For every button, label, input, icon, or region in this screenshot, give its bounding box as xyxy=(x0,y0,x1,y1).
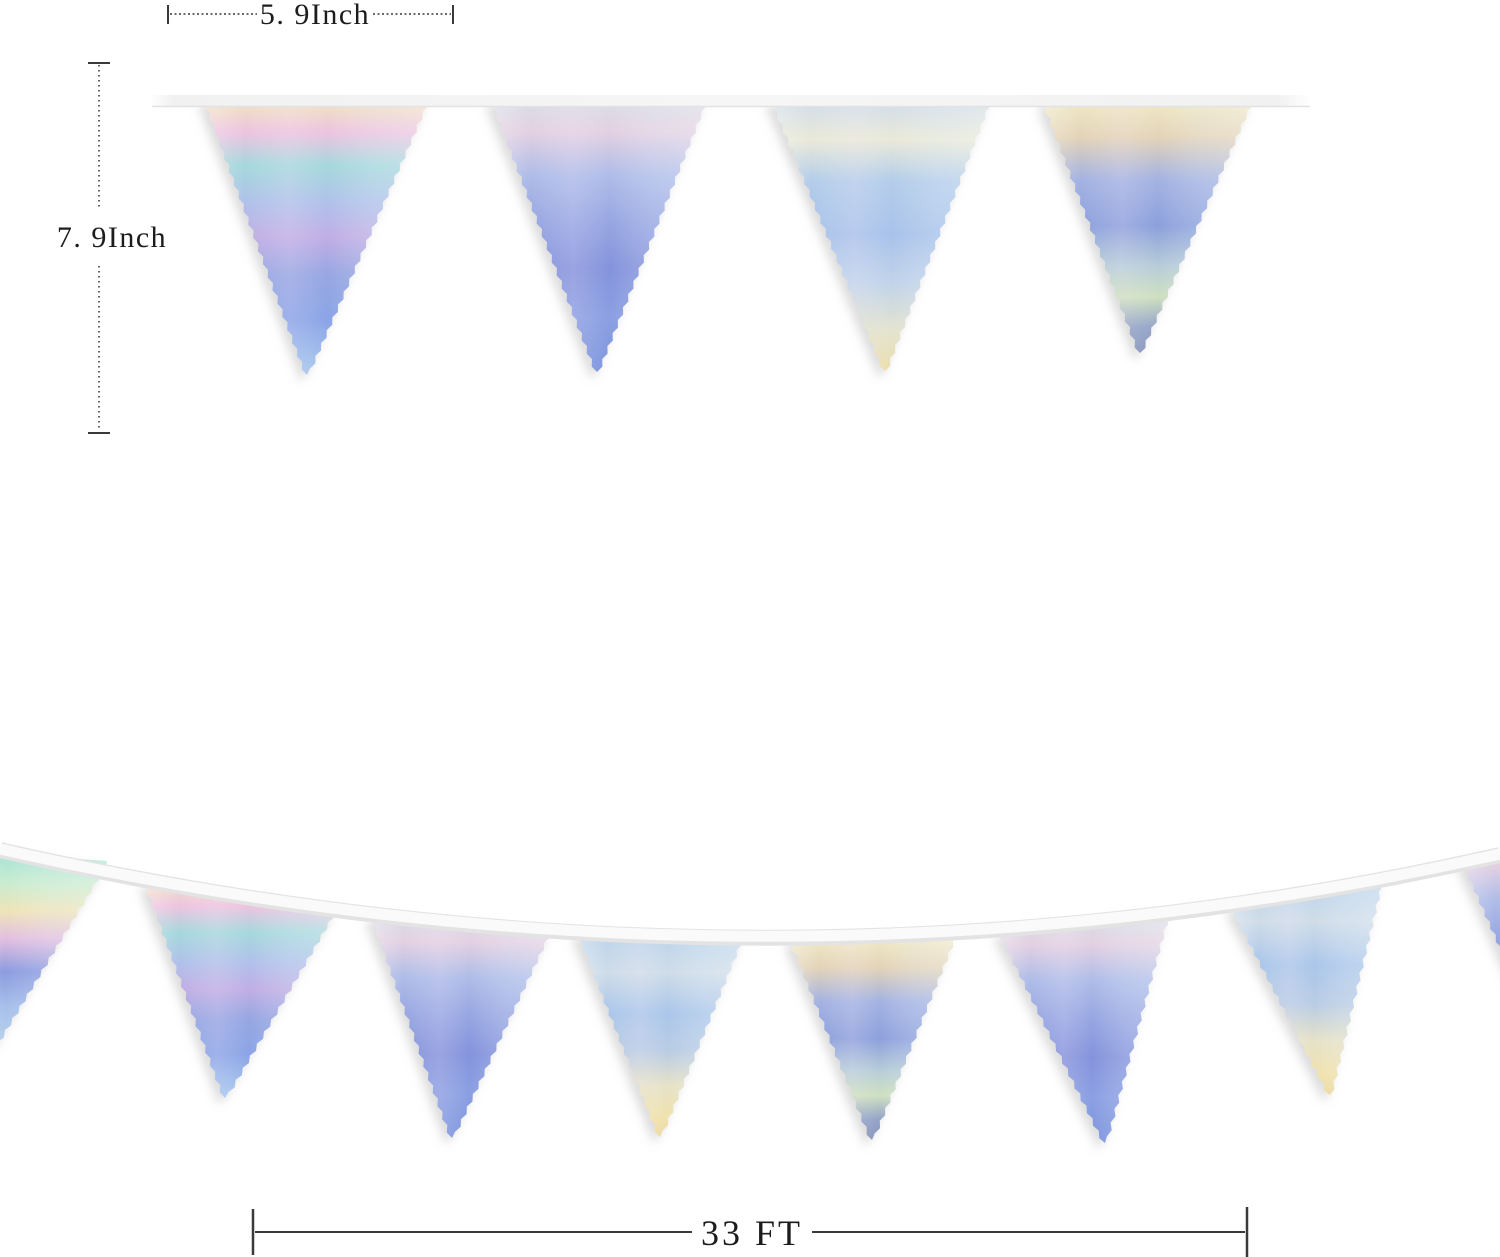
bottom-ribbon xyxy=(0,842,1500,946)
width-dimension-label: 5. 9Inch xyxy=(260,0,370,31)
top-ribbon xyxy=(150,95,1312,108)
bottom-garland-flags xyxy=(0,853,1500,1143)
pennant-flag-sheen xyxy=(371,915,550,1138)
top-garland-flags xyxy=(204,99,1252,375)
bottom-ribbon-band xyxy=(0,843,1500,942)
length-dimension-label: 33 FT xyxy=(701,1213,803,1253)
pennant-flag-sheen xyxy=(771,99,991,371)
top-ribbon-band xyxy=(150,95,1312,106)
pennant-flag-sheen xyxy=(1000,917,1168,1143)
pennant-flag-sheen xyxy=(1231,878,1384,1095)
pennant-flag-sheen xyxy=(145,880,335,1098)
pennant-flag-sheen xyxy=(204,99,428,375)
pennant-flag-sheen xyxy=(1043,99,1252,353)
pennant-flag-sheen xyxy=(577,931,743,1137)
pennant-flag-sheen xyxy=(1462,854,1500,946)
width-dimension: 5. 9Inch xyxy=(167,0,454,31)
length-dimension: 33 FT xyxy=(251,1207,1249,1257)
pennant-flag-sheen xyxy=(790,937,954,1140)
height-dimension-label: 7. 9Inch xyxy=(57,221,167,254)
height-dimension: 7. 9Inch xyxy=(57,62,167,434)
pennant-flag-sheen xyxy=(0,853,107,1041)
pennant-flag-sheen xyxy=(491,99,707,372)
